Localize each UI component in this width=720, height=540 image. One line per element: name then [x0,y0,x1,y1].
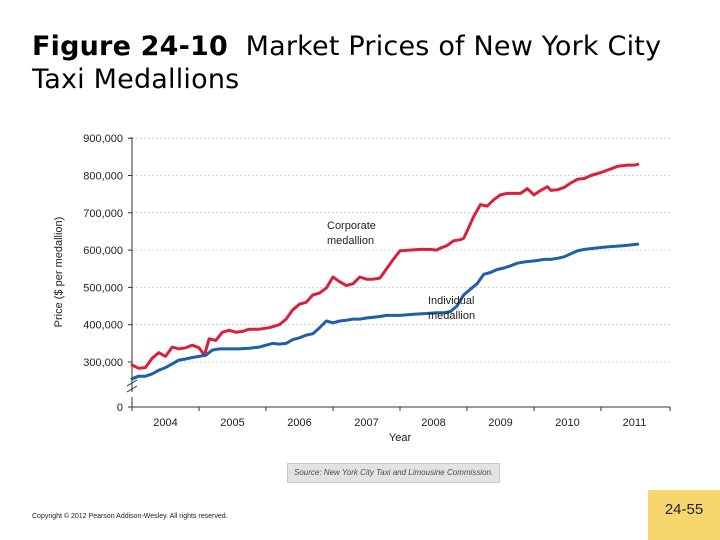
series-label-corporate-1: Corporate [327,220,376,232]
x-axis-label: Year [389,432,412,444]
figure-number: Figure 24-10 [32,31,229,62]
series-lines [130,162,640,381]
x-tick-label: 2005 [220,417,244,429]
y-tick-label: 300,000 [83,357,123,369]
x-tick-label: 2011 [623,417,647,429]
y-tick-label: 800,000 [83,171,123,183]
series-line-individual [130,242,640,381]
x-tick-labels: 2004 2005 2006 2007 2008 2009 2010 2011 [131,407,671,429]
x-tick-label: 2008 [421,417,445,429]
x-tick-label: 2006 [287,417,311,429]
y-tick-labels: 0 300,000 400,000 500,000 600,000 700,000 800,… [83,133,132,414]
y-axis-label: Price ($ per medallion) [53,217,65,328]
y-tick-label: 500,000 [83,282,123,294]
page-number: 24-55 [648,490,720,540]
title-text: Market Prices of New York City Taxi Meda… [32,31,662,95]
series-line-corporate [130,162,640,370]
x-tick-label: 2009 [488,417,512,429]
series-label-individual-2: medallion [428,310,475,322]
axis-break-mark [126,379,138,393]
y-tick-label: 0 [117,402,123,414]
slide-title: Figure 24-10 Market Prices of New York C… [32,30,702,96]
y-tick-label: 900,000 [83,133,123,145]
series-label-corporate-2: medallion [327,235,374,247]
series-label-individual-1: Individual [428,295,474,307]
source-note: Source: New York City Taxi and Limousine… [287,463,501,483]
x-tick-label: 2004 [153,417,177,429]
y-tick-label: 600,000 [83,245,123,257]
axes [126,137,670,408]
y-tick-label: 700,000 [83,208,123,220]
y-tick-label: 400,000 [83,320,123,332]
x-tick-label: 2007 [354,417,378,429]
x-tick-label: 2010 [555,417,579,429]
copyright: Copyright © 2012 Pearson Addison-Wesley.… [32,513,228,520]
